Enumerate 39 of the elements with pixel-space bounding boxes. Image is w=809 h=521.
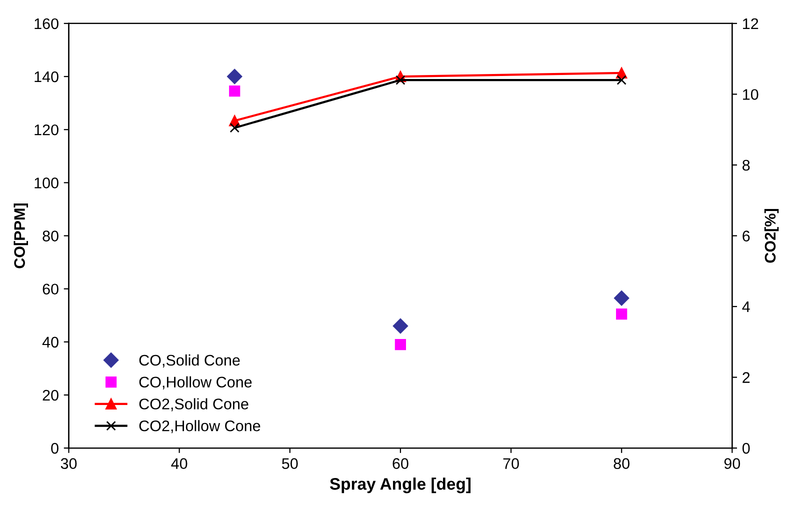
y2-tick-label: 2 <box>742 372 750 383</box>
legend-label: CO2,Solid Cone <box>139 398 248 412</box>
y-tick-label: 80 <box>42 230 58 242</box>
x-tick-label: 30 <box>60 458 77 470</box>
y-tick-label: 100 <box>34 178 58 188</box>
point <box>616 308 628 320</box>
point <box>614 290 630 306</box>
x-axis-title: Spray Angle [deg] <box>330 478 471 494</box>
y-tick-label: 160 <box>34 18 58 30</box>
y2-tick-label: 8 <box>742 160 750 171</box>
y2-tick-label: 4 <box>742 302 750 312</box>
x-tick-label: 50 <box>282 458 298 470</box>
y2-tick-label: 10 <box>743 89 758 100</box>
legend-label: CO,Hollow Cone <box>139 376 252 390</box>
y2-tick-label: 6 <box>742 230 750 242</box>
point <box>396 75 406 85</box>
y-tick-label: 140 <box>34 71 58 82</box>
y-tick-label: 120 <box>34 124 58 136</box>
x-tick-label: 90 <box>724 458 740 470</box>
legend-label: CO,Solid Cone <box>139 354 240 368</box>
point <box>616 75 626 85</box>
y-tick-label: 40 <box>42 336 58 348</box>
x-tick-label: 60 <box>392 458 408 470</box>
point <box>230 122 240 133</box>
y-axis-title: CO[PPM] <box>14 204 28 268</box>
y2-tick-label: 0 <box>742 442 750 454</box>
y-tick-label: 20 <box>42 390 58 401</box>
y2-tick-label: 12 <box>743 18 758 29</box>
point <box>229 86 240 97</box>
x-tick-label: 80 <box>614 458 630 470</box>
y-tick-label: 60 <box>42 284 58 295</box>
y2-axis-title: CO2[%] <box>764 209 779 263</box>
y-tick-label: 0 <box>51 442 58 454</box>
legend-label: CO2,Hollow Cone <box>139 420 260 434</box>
point <box>227 68 242 84</box>
point <box>392 318 408 334</box>
x-tick-label: 70 <box>503 458 519 470</box>
point <box>394 339 406 350</box>
x-tick-label: 40 <box>171 458 188 470</box>
